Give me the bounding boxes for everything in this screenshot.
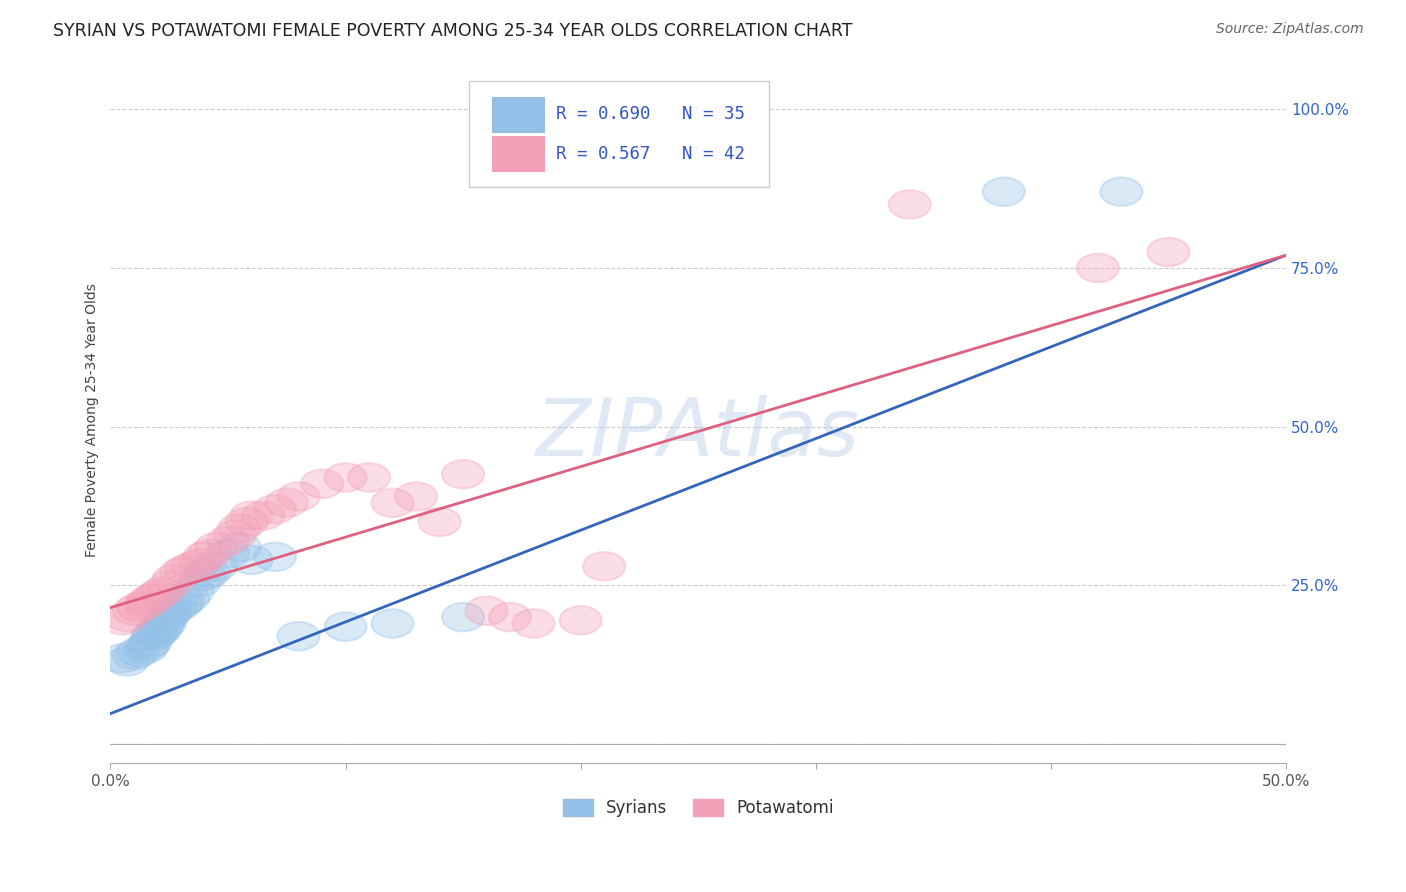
Ellipse shape [583, 552, 626, 581]
Ellipse shape [560, 606, 602, 634]
Ellipse shape [301, 469, 343, 498]
Ellipse shape [231, 501, 273, 530]
Ellipse shape [136, 581, 179, 609]
Ellipse shape [214, 520, 256, 549]
Ellipse shape [139, 615, 181, 644]
Ellipse shape [136, 619, 179, 648]
Ellipse shape [167, 583, 209, 612]
Ellipse shape [179, 568, 221, 597]
Ellipse shape [141, 577, 183, 606]
Ellipse shape [195, 552, 238, 581]
Ellipse shape [207, 540, 249, 568]
Ellipse shape [371, 489, 413, 517]
Ellipse shape [254, 495, 297, 524]
Ellipse shape [179, 549, 221, 577]
Ellipse shape [207, 526, 249, 555]
Ellipse shape [162, 587, 204, 615]
Ellipse shape [1147, 238, 1189, 267]
Ellipse shape [105, 648, 148, 676]
Ellipse shape [148, 571, 190, 599]
Ellipse shape [277, 622, 319, 650]
Ellipse shape [101, 644, 143, 673]
Ellipse shape [188, 540, 231, 568]
FancyBboxPatch shape [492, 96, 544, 132]
Ellipse shape [218, 514, 262, 542]
Ellipse shape [165, 555, 207, 583]
Ellipse shape [1077, 253, 1119, 282]
Ellipse shape [141, 612, 183, 641]
FancyBboxPatch shape [492, 136, 544, 171]
Ellipse shape [195, 533, 238, 562]
Ellipse shape [231, 546, 273, 574]
Ellipse shape [225, 508, 269, 536]
Ellipse shape [132, 622, 174, 650]
Ellipse shape [125, 591, 167, 619]
Ellipse shape [254, 542, 297, 571]
Ellipse shape [183, 562, 225, 591]
Text: SYRIAN VS POTAWATOMI FEMALE POVERTY AMONG 25-34 YEAR OLDS CORRELATION CHART: SYRIAN VS POTAWATOMI FEMALE POVERTY AMON… [53, 22, 853, 40]
Ellipse shape [155, 593, 197, 622]
Ellipse shape [160, 591, 202, 619]
Ellipse shape [325, 463, 367, 491]
Ellipse shape [218, 533, 262, 562]
Ellipse shape [983, 178, 1025, 206]
Ellipse shape [325, 612, 367, 641]
Ellipse shape [118, 638, 160, 666]
Y-axis label: Female Poverty Among 25-34 Year Olds: Female Poverty Among 25-34 Year Olds [86, 284, 100, 558]
Ellipse shape [143, 609, 186, 638]
Ellipse shape [395, 483, 437, 511]
Ellipse shape [132, 583, 174, 612]
Ellipse shape [441, 603, 484, 632]
Legend: Syrians, Potawatomi: Syrians, Potawatomi [557, 792, 839, 823]
Ellipse shape [188, 558, 231, 587]
Text: ZIPAtlas: ZIPAtlas [536, 395, 860, 473]
Text: R = 0.567   N = 42: R = 0.567 N = 42 [555, 145, 745, 162]
Ellipse shape [129, 628, 172, 657]
Ellipse shape [266, 489, 308, 517]
Ellipse shape [277, 483, 319, 511]
Ellipse shape [172, 577, 214, 606]
Ellipse shape [512, 609, 555, 638]
Ellipse shape [183, 542, 225, 571]
Ellipse shape [134, 619, 176, 648]
Ellipse shape [146, 603, 188, 632]
Ellipse shape [101, 606, 143, 634]
Ellipse shape [112, 641, 155, 670]
Ellipse shape [419, 508, 461, 536]
Text: R = 0.690   N = 35: R = 0.690 N = 35 [555, 105, 745, 123]
Ellipse shape [125, 634, 167, 663]
Ellipse shape [347, 463, 391, 491]
Ellipse shape [465, 597, 508, 625]
Ellipse shape [172, 552, 214, 581]
Ellipse shape [489, 603, 531, 632]
Ellipse shape [127, 587, 169, 615]
Text: Source: ZipAtlas.com: Source: ZipAtlas.com [1216, 22, 1364, 37]
Ellipse shape [112, 597, 155, 625]
Ellipse shape [160, 558, 202, 587]
Ellipse shape [127, 632, 169, 660]
Ellipse shape [1101, 178, 1143, 206]
FancyBboxPatch shape [470, 81, 769, 187]
Ellipse shape [153, 565, 195, 593]
Ellipse shape [148, 599, 190, 628]
Ellipse shape [889, 190, 931, 219]
Ellipse shape [118, 593, 160, 622]
Ellipse shape [150, 597, 193, 625]
Ellipse shape [105, 603, 148, 632]
Ellipse shape [441, 460, 484, 489]
Ellipse shape [242, 501, 284, 530]
Ellipse shape [371, 609, 413, 638]
